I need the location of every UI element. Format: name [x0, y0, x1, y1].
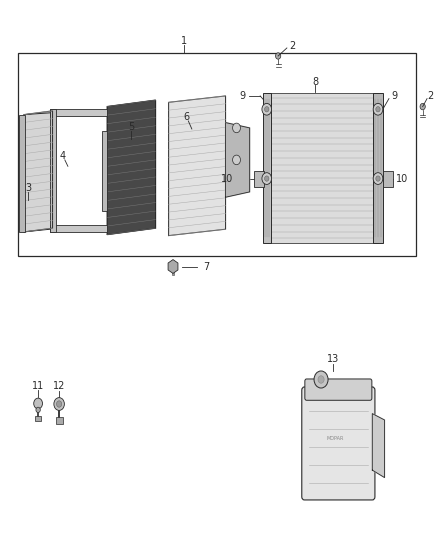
Bar — [268, 93, 378, 243]
Text: 9: 9 — [392, 91, 398, 101]
Bar — [50, 225, 107, 232]
Text: 3: 3 — [25, 183, 32, 192]
Circle shape — [420, 103, 425, 110]
Bar — [383, 171, 393, 187]
Bar — [254, 171, 264, 187]
Text: 4: 4 — [59, 151, 65, 161]
Text: MOPAR: MOPAR — [326, 435, 344, 441]
FancyBboxPatch shape — [305, 379, 372, 400]
Circle shape — [262, 103, 272, 115]
Circle shape — [314, 371, 328, 388]
Circle shape — [233, 155, 240, 165]
Bar — [172, 266, 174, 275]
Bar — [50, 109, 56, 232]
Text: 13: 13 — [327, 354, 339, 364]
Text: 8: 8 — [312, 77, 318, 86]
Text: 12: 12 — [53, 382, 65, 391]
Circle shape — [54, 398, 64, 410]
Text: 2: 2 — [427, 91, 434, 101]
Polygon shape — [24, 111, 53, 232]
Polygon shape — [169, 96, 226, 236]
Bar — [35, 416, 41, 421]
Circle shape — [376, 107, 380, 112]
Circle shape — [265, 176, 269, 181]
Bar — [19, 115, 25, 232]
Bar — [263, 93, 271, 243]
Circle shape — [265, 107, 269, 112]
Bar — [102, 131, 107, 211]
Circle shape — [276, 53, 281, 59]
Bar — [56, 417, 63, 424]
Text: 2: 2 — [290, 41, 296, 51]
Circle shape — [34, 398, 42, 409]
Circle shape — [36, 407, 40, 413]
Circle shape — [373, 173, 383, 184]
Bar — [50, 109, 107, 116]
Text: 10: 10 — [396, 174, 408, 183]
Bar — [373, 93, 383, 243]
Circle shape — [57, 401, 62, 407]
Circle shape — [233, 123, 240, 133]
Text: 7: 7 — [203, 262, 209, 271]
Text: 11: 11 — [32, 381, 44, 391]
Text: 10: 10 — [221, 174, 233, 183]
FancyBboxPatch shape — [302, 387, 375, 500]
Text: 1: 1 — [181, 36, 187, 46]
Text: 5: 5 — [128, 122, 134, 132]
Text: 9: 9 — [240, 91, 246, 101]
Polygon shape — [107, 100, 155, 235]
Polygon shape — [226, 123, 250, 197]
Text: 6: 6 — [183, 112, 189, 122]
Circle shape — [373, 103, 383, 115]
Bar — [18, 53, 416, 256]
Circle shape — [318, 376, 324, 383]
Polygon shape — [372, 414, 385, 478]
Circle shape — [376, 176, 380, 181]
Circle shape — [262, 173, 272, 184]
